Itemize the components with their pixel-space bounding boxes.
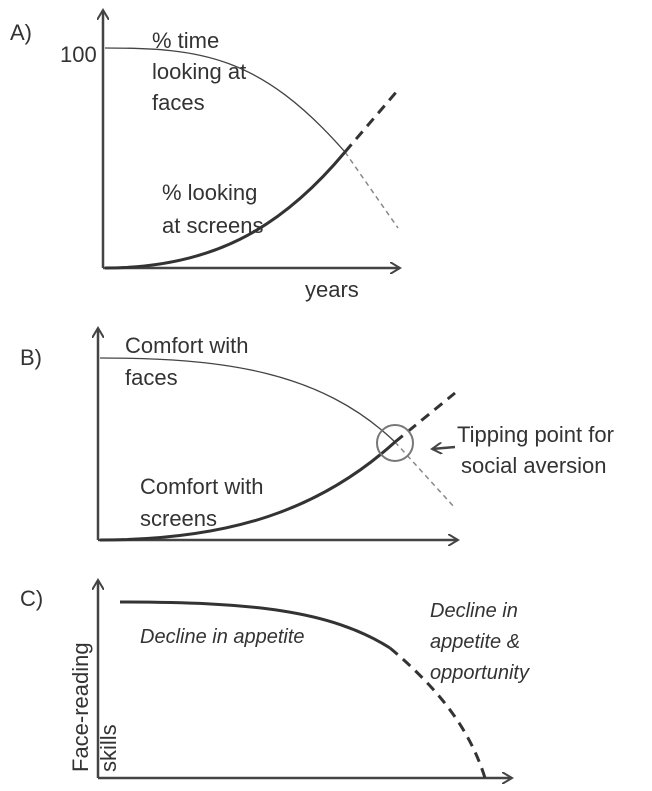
panel-b: B) Comfort with faces Comfort with scree… bbox=[20, 328, 614, 540]
curve-label: Comfort with bbox=[140, 474, 263, 499]
curve-label: faces bbox=[125, 365, 178, 390]
annotation-arrow bbox=[432, 447, 456, 449]
y-axis-label: Face-reading bbox=[68, 642, 93, 772]
annotation: social aversion bbox=[461, 453, 607, 478]
panel-a: A) 100 % time looking at faces % looking… bbox=[10, 10, 400, 302]
faces-projection bbox=[394, 441, 456, 509]
screens-curve bbox=[104, 151, 347, 270]
panel-label: A) bbox=[10, 20, 32, 45]
screens-projection bbox=[394, 391, 456, 444]
curve-label: at screens bbox=[162, 213, 264, 238]
screens-projection bbox=[343, 89, 400, 153]
screens-curve bbox=[99, 440, 397, 542]
curve-label: Decline in appetite bbox=[140, 626, 305, 648]
curve-label: looking at bbox=[152, 59, 246, 84]
curve-label: Decline in bbox=[430, 600, 518, 622]
x-axis-label: years bbox=[305, 277, 359, 302]
curve-label: opportunity bbox=[430, 662, 530, 684]
y-axis-label: skills bbox=[96, 724, 121, 772]
tipping-circle bbox=[376, 424, 414, 462]
y-tick-label: 100 bbox=[60, 42, 97, 67]
skills-curve bbox=[119, 600, 391, 650]
curve-label: faces bbox=[152, 90, 205, 115]
curve-label: % time bbox=[152, 28, 219, 53]
curve-label: % looking bbox=[162, 180, 257, 205]
curve-label: screens bbox=[140, 506, 217, 531]
panel-label: B) bbox=[20, 345, 42, 370]
faces-projection bbox=[344, 151, 399, 229]
faces-curve bbox=[104, 47, 346, 153]
annotation: Tipping point for bbox=[457, 422, 614, 447]
skills-projection bbox=[389, 646, 487, 779]
panel-c: C) Face-reading skills Decline in appeti… bbox=[20, 580, 530, 778]
curve-label: appetite & bbox=[430, 631, 520, 653]
panel-label: C) bbox=[20, 586, 43, 611]
curve-label: Comfort with bbox=[125, 333, 248, 358]
faces-curve bbox=[99, 357, 396, 443]
